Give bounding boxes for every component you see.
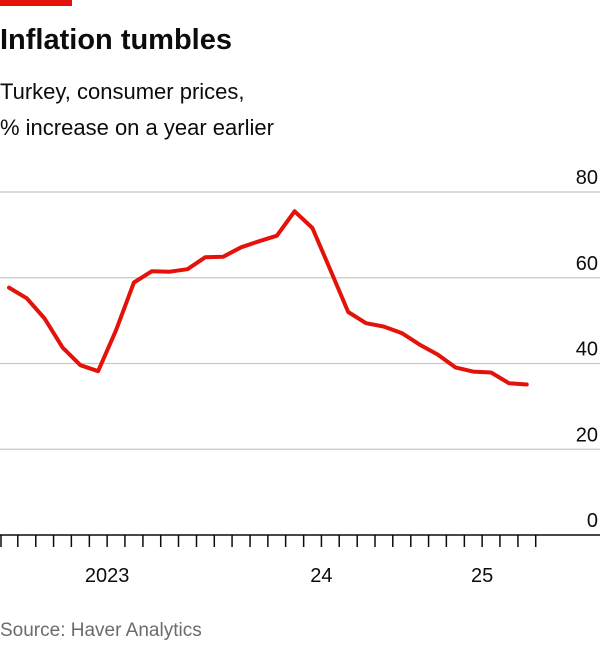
subtitle: Turkey, consumer prices, xyxy=(0,79,245,104)
x-tick-label: 2023 xyxy=(85,565,130,587)
y-tick-label: 40 xyxy=(576,339,598,361)
y-tick-label: 60 xyxy=(576,253,598,275)
line xyxy=(7,209,529,387)
x-tick-label: 24 xyxy=(310,565,332,587)
brand-bar xyxy=(0,0,72,6)
subtitle: % increase on a year earlier xyxy=(0,115,274,140)
y-tick-label: 80 xyxy=(576,167,598,189)
y-tick-label: 0 xyxy=(587,510,598,532)
source: Source: Haver Analytics xyxy=(0,620,202,641)
chart-title: Inflation tumbles xyxy=(0,24,232,56)
y-tick-label: 20 xyxy=(576,424,598,446)
x-tick-label: 25 xyxy=(471,565,493,587)
